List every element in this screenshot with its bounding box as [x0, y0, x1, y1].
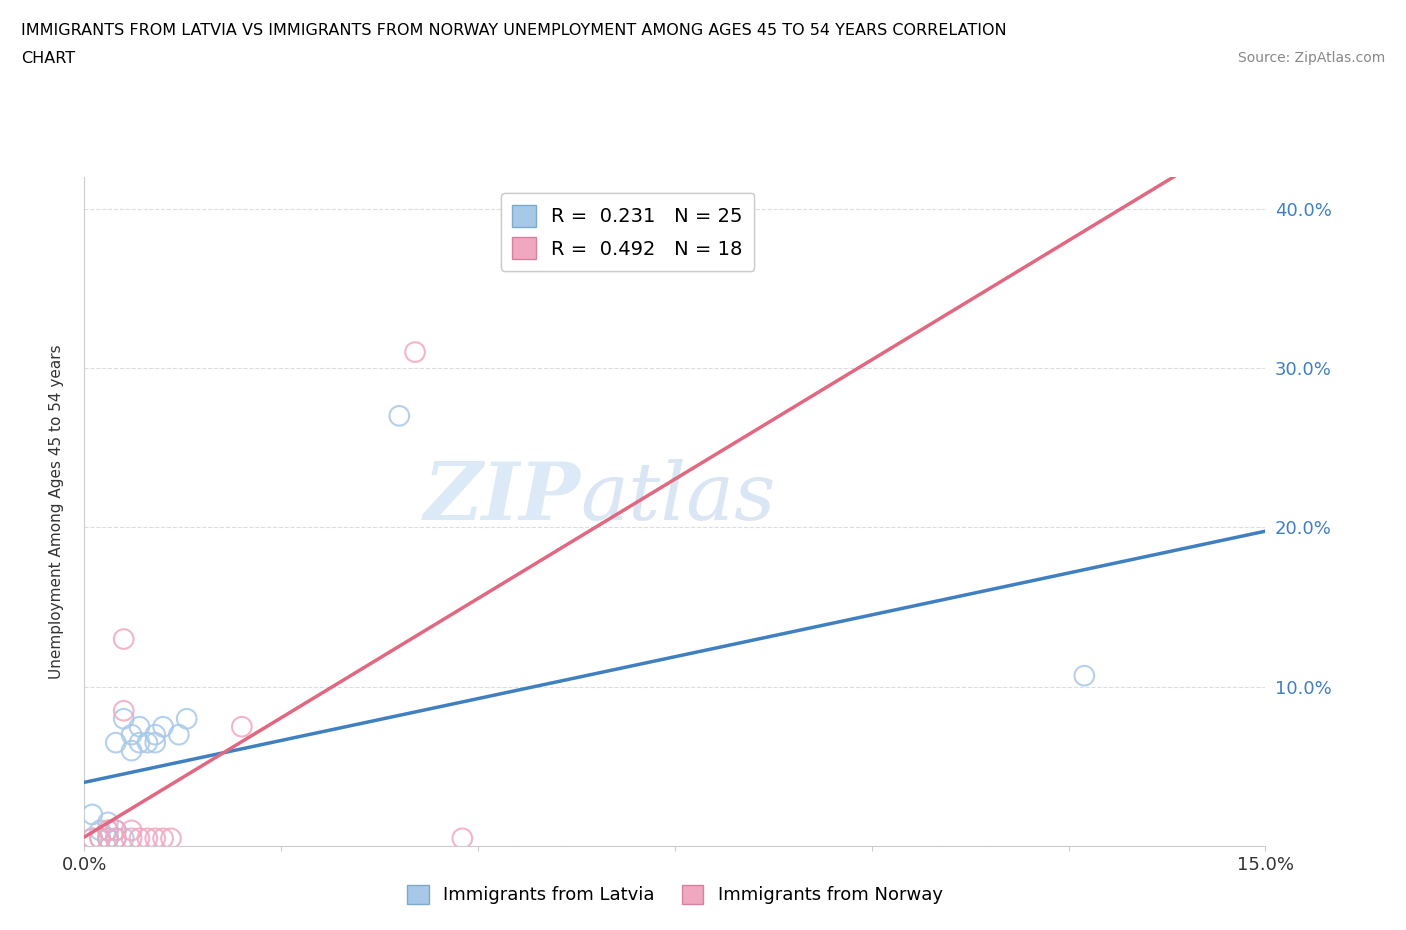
Point — [388, 408, 411, 423]
Point — [152, 830, 174, 845]
Y-axis label: Unemployment Among Ages 45 to 54 years: Unemployment Among Ages 45 to 54 years — [49, 344, 63, 679]
Point — [152, 719, 174, 734]
Point — [97, 823, 120, 838]
Point — [104, 823, 127, 838]
Point — [167, 727, 190, 742]
Point — [97, 830, 120, 845]
Point — [231, 719, 253, 734]
Point — [82, 830, 104, 845]
Point — [112, 711, 135, 726]
Text: Source: ZipAtlas.com: Source: ZipAtlas.com — [1237, 51, 1385, 65]
Point — [160, 830, 183, 845]
Text: CHART: CHART — [21, 51, 75, 66]
Point — [143, 830, 166, 845]
Point — [82, 830, 104, 845]
Point — [82, 807, 104, 822]
Point — [121, 727, 143, 742]
Point — [97, 830, 120, 845]
Point — [112, 703, 135, 718]
Point — [404, 345, 426, 360]
Point — [128, 830, 150, 845]
Point — [104, 823, 127, 838]
Point — [136, 830, 159, 845]
Text: atlas: atlas — [581, 459, 776, 537]
Point — [121, 823, 143, 838]
Point — [104, 736, 127, 751]
Point — [121, 830, 143, 845]
Text: ZIP: ZIP — [423, 459, 581, 537]
Point — [1073, 669, 1095, 684]
Legend: Immigrants from Latvia, Immigrants from Norway: Immigrants from Latvia, Immigrants from … — [399, 878, 950, 911]
Point — [121, 743, 143, 758]
Point — [104, 830, 127, 845]
Point — [97, 815, 120, 830]
Point — [112, 631, 135, 646]
Text: IMMIGRANTS FROM LATVIA VS IMMIGRANTS FROM NORWAY UNEMPLOYMENT AMONG AGES 45 TO 5: IMMIGRANTS FROM LATVIA VS IMMIGRANTS FRO… — [21, 23, 1007, 38]
Point — [451, 830, 474, 845]
Point — [128, 736, 150, 751]
Point — [104, 830, 127, 845]
Point — [89, 830, 111, 845]
Point — [128, 719, 150, 734]
Point — [97, 830, 120, 845]
Point — [176, 711, 198, 726]
Point — [143, 736, 166, 751]
Point — [97, 823, 120, 838]
Point — [89, 830, 111, 845]
Point — [112, 830, 135, 845]
Point — [89, 823, 111, 838]
Point — [136, 736, 159, 751]
Point — [143, 727, 166, 742]
Legend: R =  0.231   N = 25, R =  0.492   N = 18: R = 0.231 N = 25, R = 0.492 N = 18 — [501, 193, 755, 271]
